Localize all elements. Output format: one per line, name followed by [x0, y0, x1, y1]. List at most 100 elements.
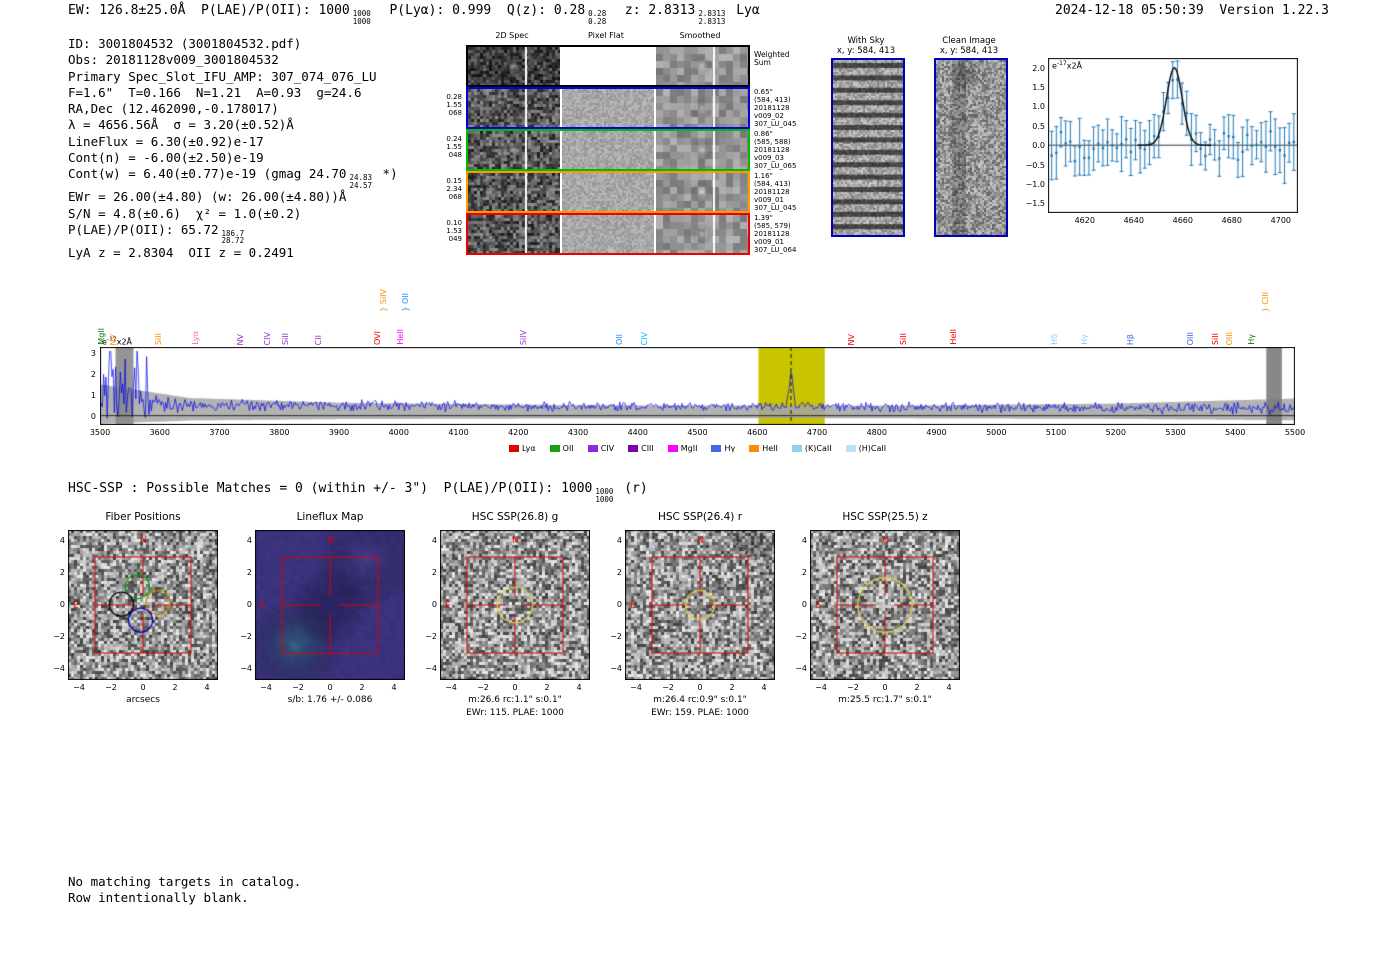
info-line: LyA z = 2.8304 OII z = 0.2491: [68, 245, 398, 261]
panel-caption: m:26.4 rc:0.9" s:0.1": [653, 695, 747, 705]
panel-y-tick: −4: [610, 664, 622, 673]
panel-x-tick: 2: [729, 683, 735, 692]
text-segment: F=1.6" T=0.166 N=1.21 A=0.93 g=24.6: [68, 84, 362, 100]
with-sky-canvas: [833, 60, 903, 235]
stacked-fraction: 0.28 0.28: [588, 9, 607, 26]
footer-notes: No matching targets in catalog. Row inten…: [68, 874, 301, 907]
info-line: F=1.6" T=0.166 N=1.21 A=0.93 g=24.6: [68, 85, 398, 101]
text-segment: Primary Spec_Slot_IFU_AMP: 307_074_076_L…: [68, 68, 377, 84]
spectrum-x-tick: 5400: [1225, 428, 1246, 437]
panel-image-canvas: [440, 530, 590, 680]
panel-title: Fiber Positions: [105, 511, 181, 523]
panel-x-tick: 4: [761, 683, 767, 692]
panel-y-tick: −2: [425, 632, 437, 641]
panel-x-label: arcsecs: [126, 695, 160, 705]
legend-item: CIII: [628, 444, 654, 453]
legend-label: (H)CaII: [858, 444, 887, 453]
cutout-image: [656, 131, 748, 169]
spectrum-x-tick: 3600: [149, 428, 170, 437]
legend-swatch: [587, 445, 598, 452]
panel-image-canvas: [625, 530, 775, 680]
emission-line-marker-label: CIV: [262, 331, 272, 345]
cutout-image: [468, 215, 560, 253]
clean-image-canvas: [936, 60, 1006, 235]
cutout-image: [468, 173, 560, 211]
spectrum-x-tick: 4700: [806, 428, 828, 437]
legend-swatch: [508, 445, 519, 452]
spectrum-x-tick: 3700: [209, 428, 230, 437]
panel-x-tick: −4: [445, 683, 457, 692]
cutout-image: [468, 89, 560, 127]
sky-panel-image: [831, 58, 905, 237]
info-line: Cont(n) = -6.00(±2.50)e-19: [68, 150, 398, 166]
panel-title: Lineflux Map: [296, 511, 364, 523]
panel-caption: m:26.6 rc:1.1" s:0.1": [468, 695, 562, 705]
text-segment: z: 2.8313: [609, 3, 696, 18]
spectrum-x-tick: 3500: [89, 428, 111, 437]
panel-y-tick: −4: [795, 664, 807, 673]
emission-line-marker-label: Hβ: [1126, 333, 1136, 345]
panel-y-tick: 2: [246, 568, 252, 577]
emission-line-marker-label: Hγ: [1080, 334, 1090, 345]
cutout-row-left-labels: 0.15 2.34 068: [446, 177, 462, 201]
emission-line-marker-label: } CIII: [1261, 291, 1271, 312]
spectrum-x-tick: 5200: [1105, 428, 1126, 437]
emission-line-marker-label: NV: [847, 333, 857, 345]
zoom-y-tick: 0.5: [1032, 121, 1045, 131]
emission-line-marker-label: OII: [615, 333, 625, 345]
emission-line-marker-label: Hδ: [1049, 334, 1059, 345]
panel-y-tick: 2: [59, 568, 65, 577]
info-line: P(LAE)/P(OII): 65.72 186.7 28.72: [68, 222, 398, 245]
cutout-image: [562, 173, 654, 211]
panel-x-tick: −2: [477, 683, 489, 692]
cutout-column-header: Smoothed: [679, 31, 721, 40]
panel-title: HSC SSP(26.4) r: [657, 511, 743, 523]
panel-caption: s/b: 1.76 +/- 0.086: [287, 695, 373, 705]
spectrum-x-tick: 4400: [627, 428, 648, 437]
emission-line-marker-label: HeII: [948, 329, 958, 345]
panel-y-tick: −2: [610, 632, 622, 641]
legend-item: CIV: [587, 444, 615, 453]
panel-y-tick: 0: [59, 600, 65, 609]
cutout-image: [656, 47, 748, 85]
panel-x-tick: 4: [391, 683, 397, 692]
panel-x-tick: 4: [576, 683, 582, 692]
panel-x-tick: −4: [73, 683, 85, 692]
spectrum-x-tick: 3900: [328, 428, 350, 437]
legend-label: CIII: [641, 444, 654, 453]
zoom-y-tick: 1.5: [1032, 83, 1045, 93]
zoom-x-tick: 4680: [1221, 216, 1242, 225]
panel-x-tick: 2: [359, 683, 365, 692]
panel-title: HSC SSP(25.5) z: [842, 511, 928, 523]
cutout-image: [656, 89, 748, 127]
cutout-image: [562, 215, 654, 253]
legend-swatch: [628, 445, 639, 452]
info-line: λ = 4656.56Å σ = 3.20(±0.52)Å: [68, 117, 398, 133]
spectrum-x-tick: 4800: [866, 428, 887, 437]
legend-item: (H)CaII: [845, 444, 887, 453]
spectrum-y-tick: 0: [90, 411, 96, 421]
text-segment: EW: 126.8±25.0Å P(LAE)/P(OII): 1000: [68, 3, 350, 18]
text-segment: RA,Dec (12.462090,-0.178017): [68, 101, 279, 117]
text-segment: Cont(w) = 6.40(±0.77)e-19 (gmag 24.70: [68, 166, 347, 182]
sky-panel-image: [934, 58, 1008, 237]
info-line: RA,Dec (12.462090,-0.178017): [68, 101, 398, 117]
weighted-sum-label: Weighted Sum: [754, 50, 790, 67]
line-fit-zoom-plot: [1048, 58, 1298, 213]
legend-label: CIV: [600, 444, 615, 453]
emission-line-marker-label: Hγ: [1246, 334, 1256, 345]
cutout-row: [466, 129, 750, 171]
cutout-row: [466, 45, 750, 87]
panel-y-tick: 0: [431, 600, 437, 609]
hsc-matches-line: HSC-SSP : Possible Matches = 0 (within +…: [68, 481, 648, 503]
emission-line-marker-label: MgII: [96, 328, 106, 345]
text-segment: LineFlux = 6.30(±0.92)e-17: [68, 133, 264, 149]
panel-caption: m:25.5 rc:1.7" s:0.1": [838, 695, 932, 705]
stacked-fraction: 186.7 28.72: [221, 228, 245, 246]
spectrum-x-tick: 5500: [1284, 428, 1306, 437]
panel-image-canvas: [255, 530, 405, 680]
spectrum-x-tick: 3800: [269, 428, 290, 437]
text-segment: (r): [616, 481, 648, 496]
legend-item: Hγ: [711, 444, 735, 453]
